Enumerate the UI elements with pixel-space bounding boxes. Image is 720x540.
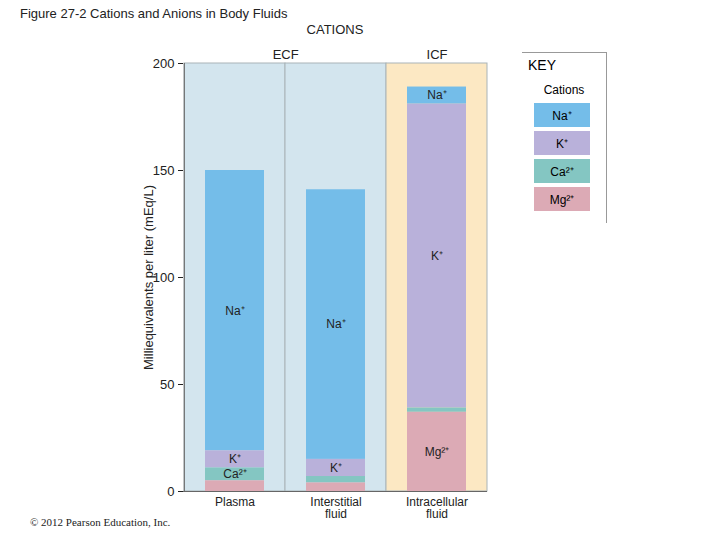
- svg-text:ICF: ICF: [427, 47, 448, 62]
- svg-text:Na⁺: Na⁺: [326, 317, 345, 331]
- html-text:Ca²⁺: Ca²⁺: [550, 164, 574, 179]
- html-text:Na⁺: Na⁺: [552, 108, 572, 123]
- html-text:© 2012 Pearson Education, Inc.: © 2012 Pearson Education, Inc.: [30, 516, 171, 528]
- svg-text:200: 200: [153, 56, 175, 71]
- html-text:Cations: Cations: [543, 83, 585, 97]
- svg-text:50: 50: [160, 377, 174, 392]
- svg-text:Mg²⁺: Mg²⁺: [425, 445, 450, 459]
- svg-text:Na⁺: Na⁺: [225, 304, 244, 318]
- svg-text:K⁺: K⁺: [330, 461, 342, 475]
- svg-text:100: 100: [153, 270, 175, 285]
- svg-text:ECF: ECF: [273, 47, 299, 62]
- svg-text:0: 0: [167, 484, 174, 499]
- svg-text:Ca²⁺: Ca²⁺: [223, 467, 246, 481]
- html-text:K⁺: K⁺: [556, 136, 568, 151]
- svg-text:Interstitialfluid: Interstitialfluid: [310, 495, 361, 521]
- html-text:Mg²⁺: Mg²⁺: [549, 192, 575, 207]
- html-text:CATIONS: CATIONS: [306, 22, 364, 37]
- html-text:KEY: KEY: [528, 57, 556, 73]
- svg-text:Milliequivalents per liter (mE: Milliequivalents per liter (mEq/L): [141, 185, 156, 370]
- svg-text:150: 150: [153, 163, 175, 178]
- svg-text:Na⁺: Na⁺: [427, 88, 446, 102]
- svg-text:Intracellularfluid: Intracellularfluid: [406, 495, 468, 521]
- svg-text:K⁺: K⁺: [229, 452, 241, 466]
- svg-text:Plasma: Plasma: [215, 495, 255, 509]
- html-text:Figure 27-2 Cations and Anions: Figure 27-2 Cations and Anions in Body F…: [20, 6, 288, 21]
- svg-text:K⁺: K⁺: [431, 249, 443, 263]
